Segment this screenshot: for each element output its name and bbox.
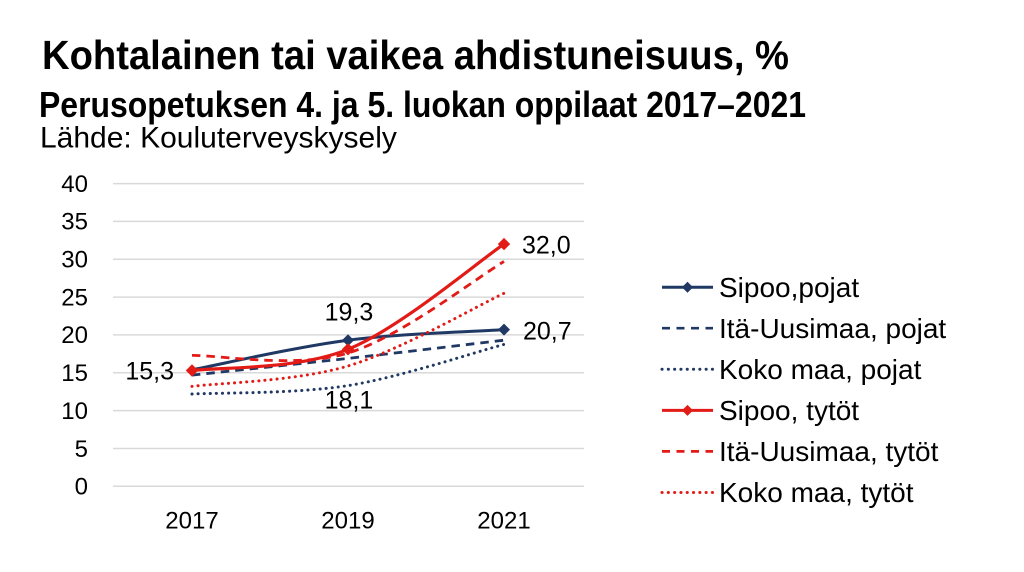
svg-text:Koko maa, tytöt: Koko maa, tytöt	[719, 477, 914, 508]
svg-text:Perusopetuksen 4. ja 5. luokan: Perusopetuksen 4. ja 5. luokan oppilaat …	[39, 84, 806, 125]
svg-text:20,7: 20,7	[523, 318, 572, 346]
svg-text:2019: 2019	[321, 508, 374, 535]
svg-text:15,3: 15,3	[125, 358, 174, 386]
svg-text:Kohtalainen tai vaikea ahdistu: Kohtalainen tai vaikea ahdistuneisuus, %	[42, 32, 789, 78]
svg-text:Itä-Uusimaa, tytöt: Itä-Uusimaa, tytöt	[719, 436, 939, 467]
svg-text:25: 25	[61, 284, 88, 311]
svg-text:15: 15	[61, 360, 88, 387]
svg-text:19,3: 19,3	[325, 298, 374, 326]
svg-text:32,0: 32,0	[522, 232, 571, 260]
svg-text:Sipoo, tytöt: Sipoo, tytöt	[719, 395, 859, 426]
svg-text:10: 10	[61, 398, 88, 425]
svg-text:Itä-Uusimaa, pojat: Itä-Uusimaa, pojat	[719, 313, 946, 344]
svg-text:2021: 2021	[477, 508, 530, 535]
svg-text:18,1: 18,1	[325, 386, 374, 414]
svg-text:30: 30	[61, 247, 88, 274]
svg-text:5: 5	[75, 436, 88, 463]
svg-text:2017: 2017	[165, 508, 218, 535]
svg-text:Koko maa, pojat: Koko maa, pojat	[719, 354, 922, 385]
svg-text:40: 40	[61, 171, 88, 198]
svg-text:Sipoo,pojat: Sipoo,pojat	[719, 272, 859, 303]
svg-text:0: 0	[75, 474, 88, 501]
svg-text:35: 35	[61, 209, 88, 236]
svg-text:20: 20	[61, 322, 88, 349]
svg-text:Lähde: Kouluterveyskysely: Lähde: Kouluterveyskysely	[40, 122, 397, 155]
